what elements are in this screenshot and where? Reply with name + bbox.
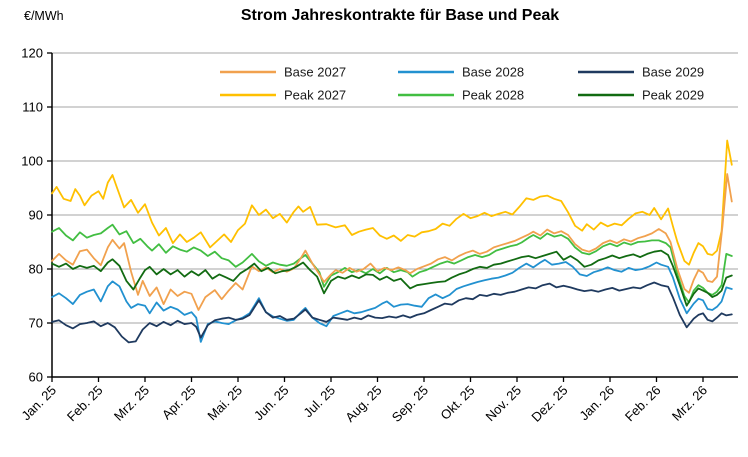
y-axis-unit-label: €/MWh bbox=[24, 9, 64, 23]
x-tick-label: Feb. 25 bbox=[64, 383, 106, 425]
series-line-base-2027 bbox=[51, 173, 733, 311]
x-tick-label: Jun. 25 bbox=[251, 383, 292, 424]
x-tick-label: Jan. 25 bbox=[18, 383, 59, 424]
x-tick-label: Jul. 25 bbox=[300, 383, 338, 421]
x-tick-label-group: Okt. 25 bbox=[437, 383, 477, 423]
x-tick-label: Apr. 25 bbox=[159, 383, 199, 423]
y-tick-label: 80 bbox=[29, 262, 43, 277]
chart-title: Strom Jahreskontrakte für Base und Peak bbox=[240, 7, 560, 24]
legend-label-peak-2028: Peak 2028 bbox=[462, 88, 524, 103]
series-line-peak-2027 bbox=[51, 139, 733, 266]
series-line-base-2029 bbox=[51, 281, 733, 344]
legend-label-peak-2027: Peak 2027 bbox=[284, 88, 346, 103]
legend: Base 2027 Base 2028 Base 2029 Peak 2027 Peak… bbox=[220, 65, 704, 103]
x-tick-label: Sep. 25 bbox=[389, 383, 431, 425]
x-tick-label: Feb. 26 bbox=[622, 383, 664, 425]
y-tick-label: 90 bbox=[29, 208, 43, 223]
y-tick-label: 100 bbox=[21, 154, 43, 169]
legend-label-base-2027: Base 2027 bbox=[284, 65, 346, 80]
x-tick-label-group: Aug. 25 bbox=[342, 383, 384, 425]
x-tick-label-group: Feb. 25 bbox=[64, 383, 106, 425]
x-tick-label: Aug. 25 bbox=[342, 383, 384, 425]
x-tick-label-group: Jan. 25 bbox=[18, 383, 59, 424]
x-tick-label: Mrz. 25 bbox=[111, 383, 152, 424]
x-tick-label-group: Mrz. 25 bbox=[111, 383, 152, 424]
x-tick-label-group: Mrz. 26 bbox=[669, 383, 710, 424]
x-tick-label-group: Feb. 26 bbox=[622, 383, 664, 425]
x-tick-label: Nov. 25 bbox=[483, 383, 525, 425]
x-tick-label-group: Jun. 25 bbox=[251, 383, 292, 424]
y-tick-label: 120 bbox=[21, 46, 43, 61]
x-tick-label: Okt. 25 bbox=[437, 383, 477, 423]
x-tick-label-group: Mai. 25 bbox=[204, 383, 245, 424]
x-tick-label-group: Dez. 25 bbox=[528, 383, 570, 425]
series-line-peak-2028 bbox=[51, 223, 733, 304]
series-line-peak-2029 bbox=[51, 249, 733, 307]
x-tick-label-group: Sep. 25 bbox=[389, 383, 431, 425]
x-tick-label: Jan. 26 bbox=[576, 383, 617, 424]
x-tick-label: Mrz. 26 bbox=[669, 383, 710, 424]
x-tick-label: Mai. 25 bbox=[204, 383, 245, 424]
y-tick-label: 110 bbox=[22, 100, 43, 115]
legend-label-peak-2029: Peak 2029 bbox=[642, 88, 704, 103]
series-line-base-2028 bbox=[51, 258, 733, 343]
x-tick-label-group: Jan. 26 bbox=[576, 383, 617, 424]
legend-label-base-2029: Base 2029 bbox=[642, 65, 704, 80]
x-tick-label-group: Apr. 25 bbox=[159, 383, 199, 423]
x-tick-label-group: Jul. 25 bbox=[300, 383, 338, 421]
x-tick-label: Dez. 25 bbox=[528, 383, 570, 425]
y-tick-label: 60 bbox=[29, 370, 43, 385]
x-tick-label-group: Nov. 25 bbox=[483, 383, 525, 425]
y-tick-label: 70 bbox=[29, 316, 43, 331]
legend-label-base-2028: Base 2028 bbox=[462, 65, 524, 80]
